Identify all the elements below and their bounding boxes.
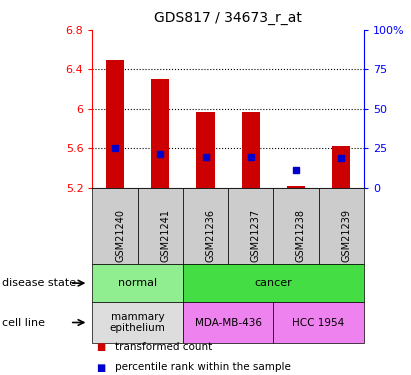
Text: MDA-MB-436: MDA-MB-436: [194, 318, 262, 327]
Text: HCC 1954: HCC 1954: [292, 318, 345, 327]
Bar: [332, 146, 350, 188]
Text: GSM21240: GSM21240: [115, 210, 125, 262]
Bar: [196, 112, 215, 188]
Text: ■: ■: [97, 342, 106, 352]
Text: disease state: disease state: [2, 278, 76, 288]
Text: ■: ■: [97, 363, 106, 372]
Text: percentile rank within the sample: percentile rank within the sample: [115, 363, 291, 372]
Text: GSM21237: GSM21237: [251, 209, 261, 262]
Text: GSM21239: GSM21239: [341, 210, 351, 262]
Text: cell line: cell line: [2, 318, 45, 327]
Bar: [287, 186, 305, 188]
Text: GSM21238: GSM21238: [296, 210, 306, 262]
Text: GSM21241: GSM21241: [160, 210, 170, 262]
Bar: [151, 79, 169, 188]
Text: cancer: cancer: [254, 278, 292, 288]
Text: normal: normal: [118, 278, 157, 288]
Text: mammary
epithelium: mammary epithelium: [110, 312, 166, 333]
Bar: [106, 60, 124, 188]
Text: transformed count: transformed count: [115, 342, 212, 352]
Bar: [242, 112, 260, 188]
Text: GSM21236: GSM21236: [206, 210, 215, 262]
Text: GDS817 / 34673_r_at: GDS817 / 34673_r_at: [154, 11, 302, 25]
